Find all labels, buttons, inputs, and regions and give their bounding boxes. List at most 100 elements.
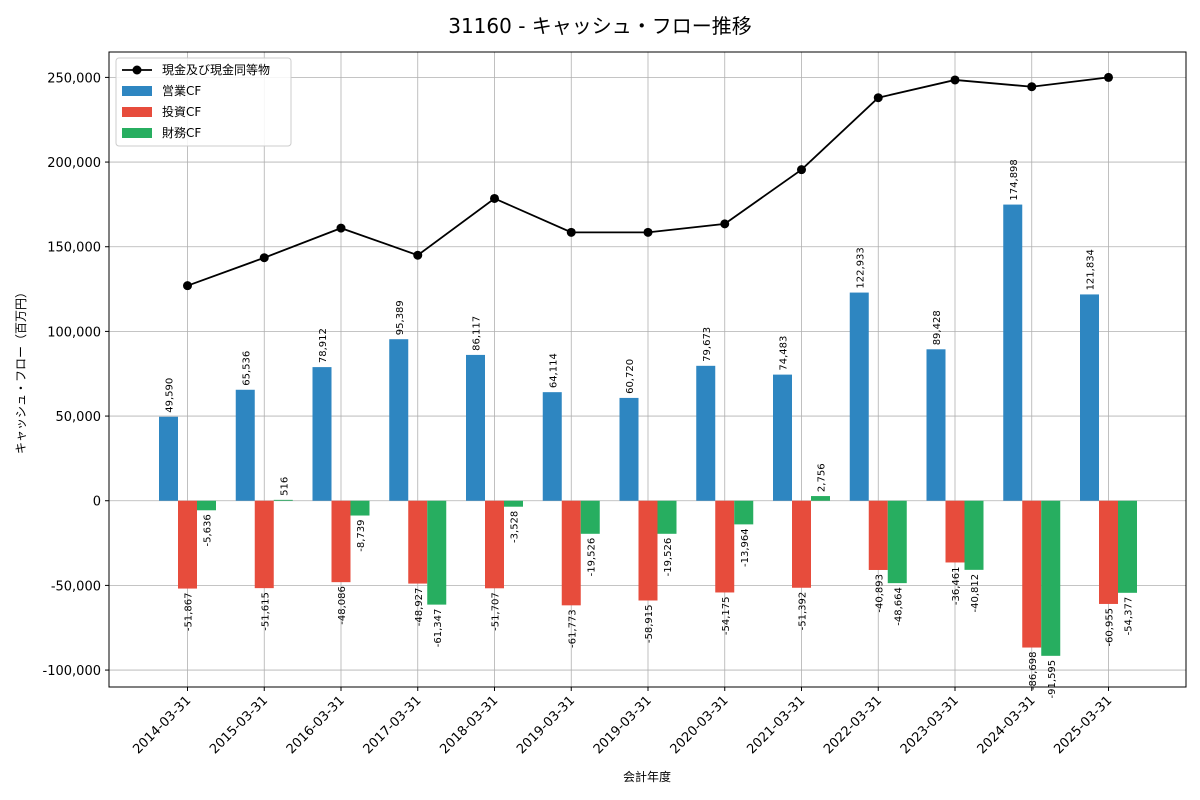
bar-財務CF xyxy=(273,499,293,501)
bar-投資CF xyxy=(178,500,197,589)
bar-営業CF xyxy=(926,349,946,501)
bar-営業CF xyxy=(1080,294,1099,501)
bar-value-label: -8,739 xyxy=(356,520,367,552)
cash-balance-marker xyxy=(490,193,499,203)
legend-label: 現金及び現金同等物 xyxy=(162,62,270,77)
bar-財務CF xyxy=(734,500,754,525)
bar-投資CF xyxy=(868,500,888,570)
bar-財務CF xyxy=(1041,500,1061,656)
bar-投資CF xyxy=(715,500,735,593)
bar-value-label: 516 xyxy=(279,477,290,496)
bar-value-label: 2,756 xyxy=(817,463,828,492)
y-tick-label: 200,000 xyxy=(47,156,101,171)
x-tick-label: 2024-03-31 xyxy=(975,693,1039,757)
bar-営業CF xyxy=(312,367,332,501)
bar-value-label: -19,526 xyxy=(586,538,597,577)
bar-投資CF xyxy=(792,500,811,588)
x-tick-label: 2021-03-31 xyxy=(744,693,808,757)
legend-bar-swatch xyxy=(122,86,152,96)
x-tick-label: 2016-03-31 xyxy=(284,693,348,757)
cash-balance-marker xyxy=(413,250,423,260)
bar-value-label: 174,898 xyxy=(1009,159,1020,200)
bar-財務CF xyxy=(887,500,907,584)
bar-value-label: 64,114 xyxy=(548,353,559,388)
x-tick-label: 2020-03-31 xyxy=(668,693,732,757)
x-axis-label: 会計年度 xyxy=(623,769,671,784)
bar-value-label: -48,086 xyxy=(337,586,348,625)
y-axis-label: キャッシュ・フロー（百万円） xyxy=(14,286,28,454)
bar-営業CF xyxy=(696,365,716,501)
bar-value-label: 79,673 xyxy=(702,327,713,362)
bar-営業CF xyxy=(235,389,255,501)
legend-label: 投資CF xyxy=(162,104,201,119)
bar-value-label: -51,615 xyxy=(260,592,271,631)
x-tick-label: 2023-03-31 xyxy=(898,693,962,757)
bar-value-label: -61,773 xyxy=(567,609,578,648)
bar-value-label: -36,461 xyxy=(951,566,962,605)
bar-財務CF xyxy=(197,500,216,511)
x-tick-label: 2025-03-31 xyxy=(1051,693,1115,757)
bar-value-label: 49,590 xyxy=(165,378,176,413)
bar-value-label: -51,392 xyxy=(798,592,809,631)
y-tick-label: 150,000 xyxy=(47,241,101,256)
bar-投資CF xyxy=(331,500,351,583)
legend-bar-swatch xyxy=(122,128,152,138)
bar-value-label: -54,175 xyxy=(721,596,732,635)
bar-投資CF xyxy=(945,500,965,563)
bar-value-label: 60,720 xyxy=(625,359,636,394)
y-tick-label: -100,000 xyxy=(43,664,101,679)
bar-営業CF xyxy=(159,416,178,501)
bar-value-label: 122,933 xyxy=(855,247,866,288)
bar-value-label: 86,117 xyxy=(472,316,483,351)
bar-value-label: -91,595 xyxy=(1047,660,1058,699)
bar-財務CF xyxy=(504,500,523,507)
bar-value-label: 121,834 xyxy=(1086,249,1097,290)
axis-layer: -100,000 -50,000 0 50,000 100,000 150,000 200,… xyxy=(43,71,1116,757)
line-layer xyxy=(183,72,1113,291)
chart-title: 31160 - キャッシュ・フロー推移 xyxy=(448,14,752,38)
bar-営業CF xyxy=(619,397,639,501)
x-tick-label: 2019-03-31 xyxy=(591,693,655,757)
y-tick-label: 100,000 xyxy=(47,325,101,340)
bar-value-label: -51,867 xyxy=(184,593,195,632)
bar-財務CF xyxy=(580,500,600,534)
bar-投資CF xyxy=(1099,500,1118,604)
y-tick-label: 50,000 xyxy=(56,410,102,425)
x-tick-label: 2022-03-31 xyxy=(821,693,885,757)
bar-財務CF xyxy=(1118,500,1137,593)
bar-labels-layer: 49,590 65,536 78,912 95,389 86,117 64,114 60,7… xyxy=(165,159,1135,698)
bar-value-label: -48,927 xyxy=(414,588,425,627)
bar-営業CF xyxy=(542,392,562,501)
bar-value-label: -40,893 xyxy=(874,574,885,613)
legend-box xyxy=(115,57,292,147)
bar-財務CF xyxy=(350,500,370,516)
bar-value-label: 65,536 xyxy=(241,351,252,386)
bar-財務CF xyxy=(964,500,984,570)
bar-value-label: 89,428 xyxy=(932,310,943,345)
bar-投資CF xyxy=(254,500,274,589)
cash-balance-marker xyxy=(643,227,653,237)
bar-value-label: -5,636 xyxy=(203,514,214,546)
cash-balance-marker xyxy=(566,227,576,237)
cash-balance-marker xyxy=(259,253,269,263)
bar-投資CF xyxy=(408,500,428,584)
bar-投資CF xyxy=(485,500,504,589)
bar-営業CF xyxy=(849,292,869,501)
cash-balance-marker xyxy=(183,281,192,291)
cash-balance-marker xyxy=(950,75,960,85)
bar-value-label: -51,707 xyxy=(491,592,502,631)
bar-投資CF xyxy=(1022,500,1042,648)
y-tick-label: -50,000 xyxy=(51,579,101,594)
bar-value-label: -61,347 xyxy=(433,609,444,648)
bar-営業CF xyxy=(466,354,485,501)
bar-value-label: -13,964 xyxy=(740,528,751,567)
bar-value-label: 74,483 xyxy=(779,336,790,371)
bar-財務CF xyxy=(657,500,677,534)
bar-投資CF xyxy=(638,500,658,601)
x-tick-label: 2017-03-31 xyxy=(361,693,425,757)
cash-balance-marker xyxy=(720,219,730,229)
legend-label: 営業CF xyxy=(162,84,201,98)
bar-value-label: -19,526 xyxy=(663,538,674,577)
bar-財務CF xyxy=(427,500,447,605)
